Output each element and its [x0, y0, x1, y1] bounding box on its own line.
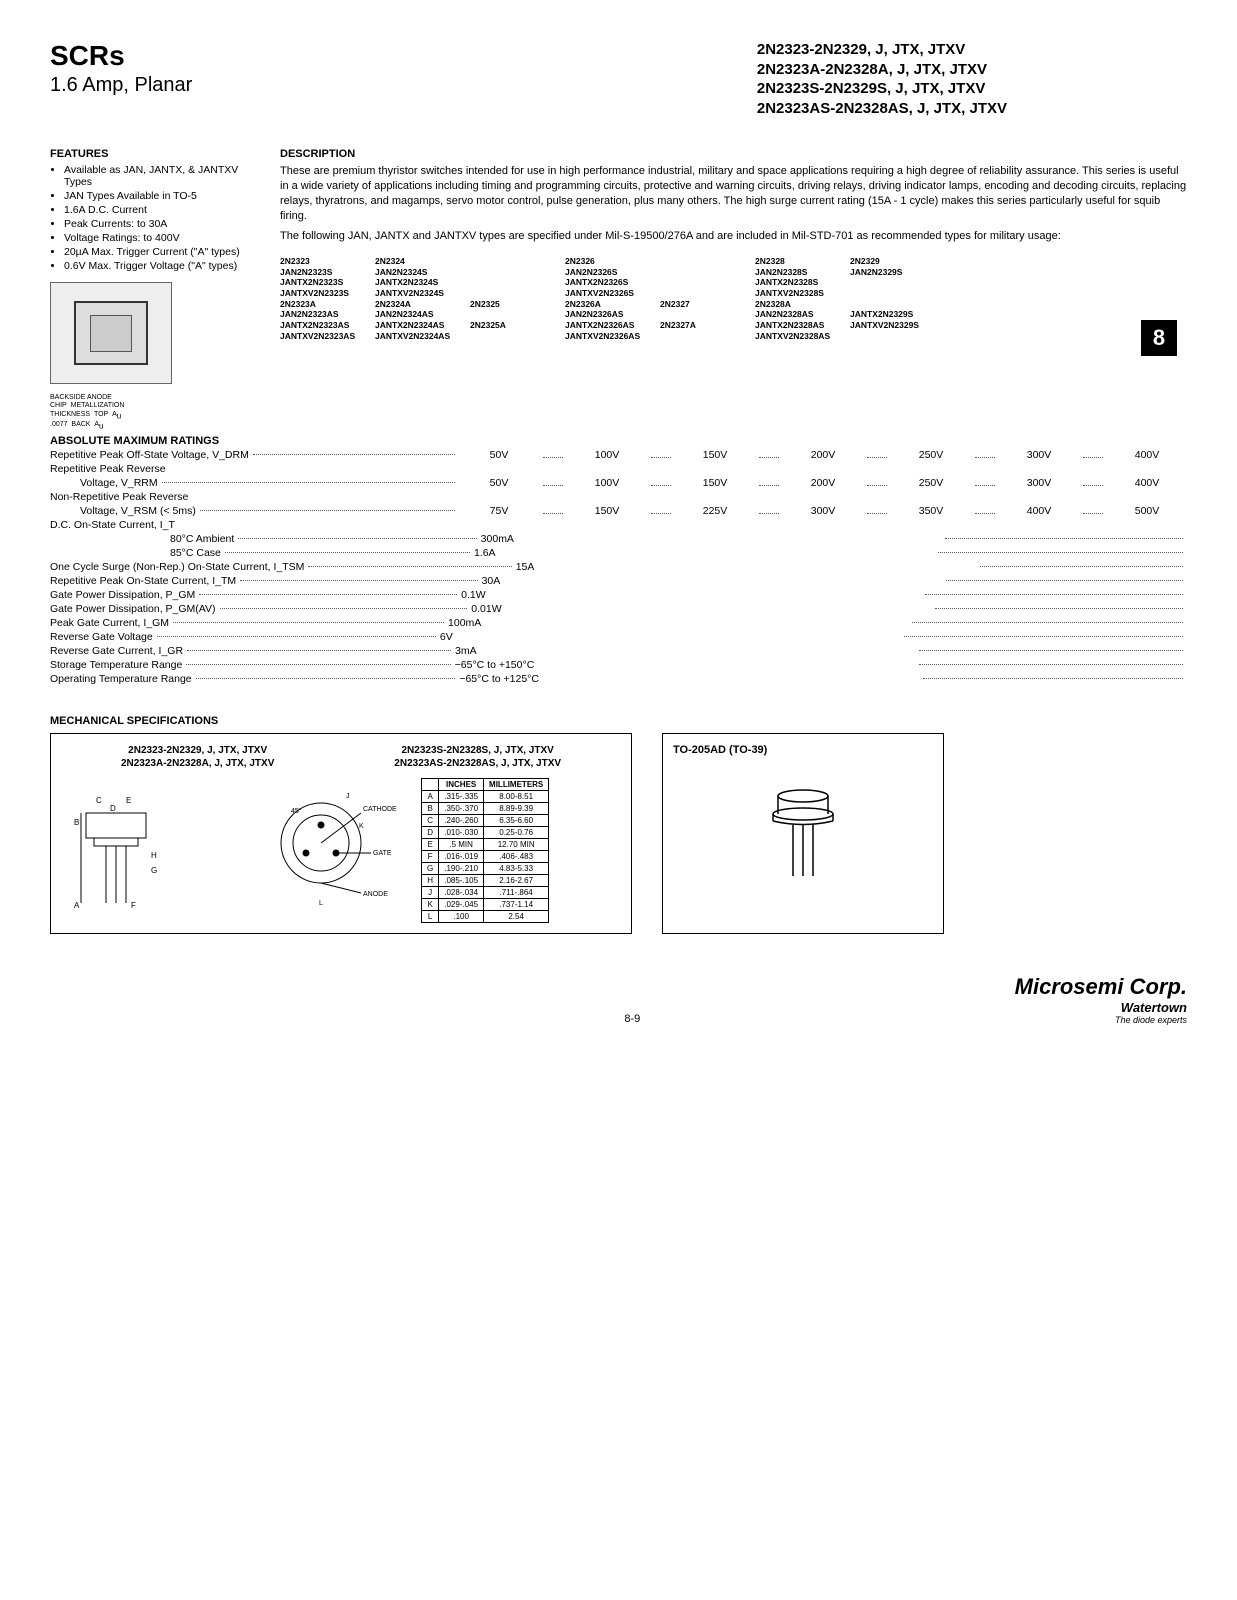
svg-text:D: D: [110, 804, 116, 813]
part-column: 2N2323JAN2N2323SJANTX2N2323SJANTXV2N2323…: [280, 256, 365, 341]
mech-title-1: 2N2323-2N2329, J, JTX, JTXV2N2323A-2N232…: [121, 744, 274, 770]
svg-text:C: C: [96, 796, 102, 805]
svg-text:A: A: [74, 901, 80, 910]
to-package-title: TO-205AD (TO-39): [673, 744, 933, 756]
features-list: Available as JAN, JANTX, & JANTXV Types J…: [50, 164, 250, 272]
section-badge: 8: [1141, 320, 1177, 356]
feature-item: 20µA Max. Trigger Current ("A" types): [64, 246, 250, 258]
features-heading: FEATURES: [50, 148, 250, 160]
package-bottom-drawing: CATHODE GATE ANODE J K L 45°: [241, 778, 411, 918]
svg-text:GATE: GATE: [373, 850, 392, 857]
svg-text:F: F: [131, 901, 136, 910]
page-header: SCRs 1.6 Amp, Planar 2N2323-2N2329, J, J…: [50, 40, 1187, 118]
part-column: 2N2328JAN2N2328SJANTX2N2328SJANTXV2N2328…: [755, 256, 840, 341]
part-column: 2N2329JAN2N2329S JANTX2N2329SJANTXV2N232…: [850, 256, 935, 341]
feature-item: 0.6V Max. Trigger Voltage ("A" types): [64, 260, 250, 272]
to-package-drawing: [673, 776, 933, 896]
mech-left-box: 2N2323-2N2329, J, JTX, JTXV2N2323A-2N232…: [50, 733, 632, 934]
amr-table: Repetitive Peak Off-State Voltage, V_DRM…: [50, 449, 1187, 685]
part-column: 2N2325 2N2325A: [470, 256, 555, 341]
mech-title-2: 2N2323S-2N2328S, J, JTX, JTXV2N2323AS-2N…: [394, 744, 561, 770]
feature-item: Available as JAN, JANTX, & JANTXV Types: [64, 164, 250, 188]
subtitle: 1.6 Amp, Planar: [50, 74, 192, 97]
description-heading: DESCRIPTION: [280, 148, 1187, 160]
amr-heading: ABSOLUTE MAXIMUM RATINGS: [50, 435, 1187, 447]
svg-text:G: G: [151, 866, 157, 875]
dimension-table: INCHESMILLIMETERSA.315-.3358.00-8.51B.35…: [421, 778, 549, 923]
part-column: 2N2327 2N2327A: [660, 256, 745, 341]
svg-text:ANODE: ANODE: [363, 891, 388, 898]
svg-text:E: E: [126, 796, 131, 805]
chip-labels: BACKSIDE ANODECHIP METALLIZATIONTHICKNES…: [50, 394, 250, 431]
title-block: SCRs 1.6 Amp, Planar: [50, 40, 192, 97]
svg-text:H: H: [151, 851, 157, 860]
feature-item: Voltage Ratings: to 400V: [64, 232, 250, 244]
svg-text:CATHODE: CATHODE: [363, 806, 397, 813]
mech-right-box: TO-205AD (TO-39): [662, 733, 944, 934]
description-para2: The following JAN, JANTX and JANTXV type…: [280, 229, 1187, 244]
svg-text:J: J: [346, 793, 350, 800]
feature-item: JAN Types Available in TO-5: [64, 190, 250, 202]
mech-heading: MECHANICAL SPECIFICATIONS: [50, 715, 1187, 727]
svg-text:45°: 45°: [291, 807, 302, 815]
company-logo: Microsemi Corp. Watertown The diode expe…: [1015, 974, 1187, 1025]
mech-row: 2N2323-2N2329, J, JTX, JTXV2N2323A-2N232…: [50, 733, 1187, 934]
chip-diagram: [50, 282, 172, 384]
part-number-grid: 2N2323JAN2N2323SJANTX2N2323SJANTXV2N2323…: [280, 256, 1187, 341]
main-title: SCRs: [50, 40, 192, 72]
page-number: 8-9: [250, 1013, 1015, 1025]
part-column: 2N2326JAN2N2326SJANTX2N2326SJANTXV2N2326…: [565, 256, 650, 341]
page-footer: 8-9 Microsemi Corp. Watertown The diode …: [50, 974, 1187, 1025]
svg-text:L: L: [319, 900, 323, 907]
feature-item: 1.6A D.C. Current: [64, 204, 250, 216]
package-side-drawing: B C E D A F H G: [61, 778, 231, 918]
svg-text:B: B: [74, 818, 79, 827]
part-number-block: 2N2323-2N2329, J, JTX, JTXV 2N2323A-2N23…: [757, 40, 1007, 118]
part-column: 2N2324JAN2N2324SJANTX2N2324SJANTXV2N2324…: [375, 256, 460, 341]
feature-item: Peak Currents: to 30A: [64, 218, 250, 230]
description-para1: These are premium thyristor switches int…: [280, 164, 1187, 223]
svg-text:K: K: [359, 823, 364, 830]
